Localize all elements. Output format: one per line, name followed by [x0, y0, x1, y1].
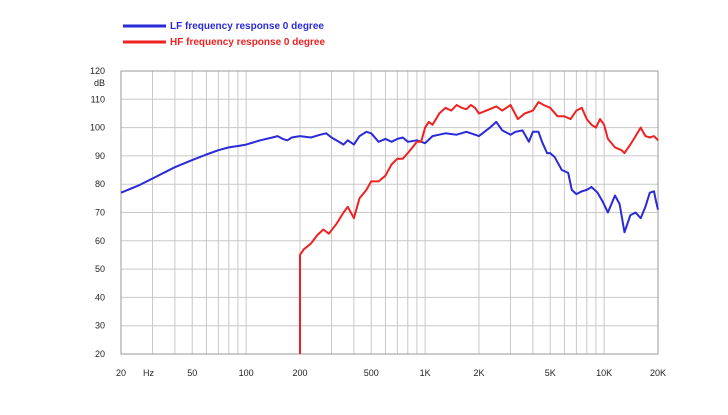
- y-tick-label: 20: [95, 349, 105, 359]
- plot-grid: [120, 70, 659, 355]
- x-tick-label: 200: [292, 368, 307, 378]
- series-line-lf: [120, 120, 659, 234]
- y-tick-label: 110: [91, 94, 105, 104]
- y-tick-label: 100: [90, 123, 105, 133]
- y-tick-label: 90: [95, 151, 105, 161]
- plot-frame: [120, 70, 659, 355]
- x-tick-label: 50: [187, 368, 197, 378]
- y-tick-label: 70: [95, 208, 105, 218]
- x-tick-label: 20K: [650, 368, 666, 378]
- y-tick-label: 60: [95, 236, 105, 246]
- x-tick-label: 20: [116, 368, 126, 378]
- y-tick-label: 80: [95, 179, 105, 189]
- x-tick-label: 1K: [420, 368, 431, 378]
- x-tick-label: 5K: [545, 368, 556, 378]
- x-tick-label: 100: [239, 368, 254, 378]
- legend-label-hf: HF frequency response 0 degree: [170, 37, 325, 48]
- y-tick-label: 30: [95, 321, 105, 331]
- plot-axes: 20 30 40 50 60 70 80 90 100 110 120 dB 20 50 100 200 500…: [90, 66, 666, 378]
- y-tick-label: 50: [95, 264, 105, 274]
- x-tick-label: 2K: [473, 368, 484, 378]
- y-tick-label: 120: [90, 66, 105, 76]
- x-tick-label: 10K: [596, 368, 612, 378]
- x-tick-label: 500: [364, 368, 379, 378]
- y-axis-label: dB: [94, 78, 105, 88]
- y-tick-label: 40: [95, 292, 105, 302]
- x-axis-label: Hz: [143, 368, 154, 378]
- series-line-hf: [299, 101, 659, 354]
- legend-label-lf: LF frequency response 0 degree: [170, 21, 324, 32]
- plot-series: [120, 101, 659, 354]
- chart-legend: LF frequency response 0 degree HF frequen…: [123, 21, 325, 48]
